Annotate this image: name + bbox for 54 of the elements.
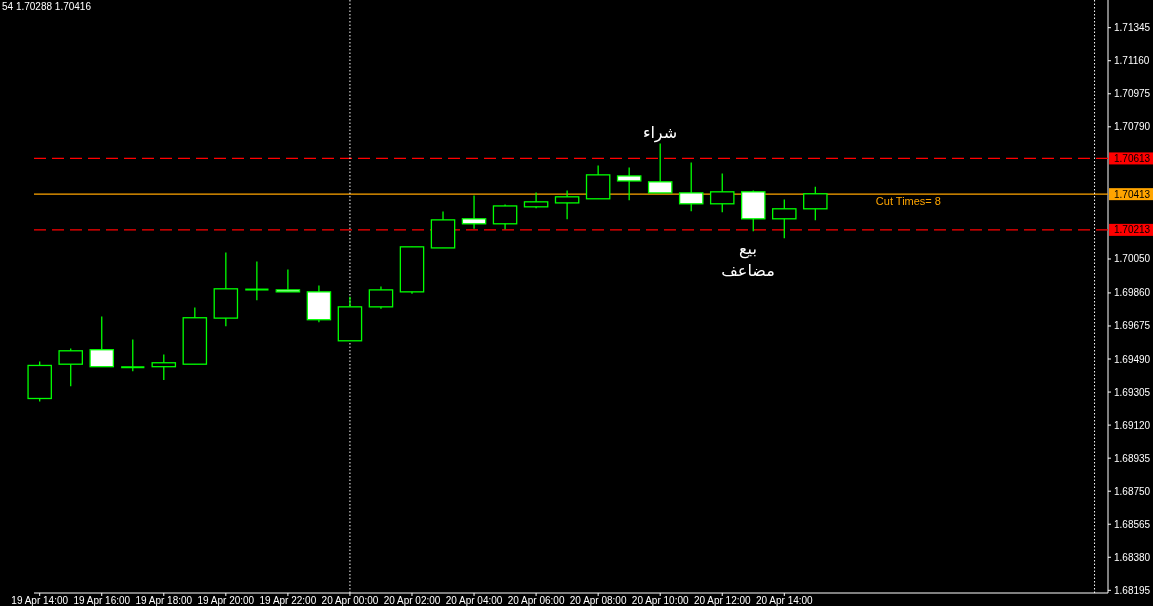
x-tick-label: 19 Apr 16:00: [73, 595, 131, 606]
candlestick: [585, 164, 611, 200]
y-tick-label: 1.70790: [1114, 121, 1151, 133]
y-tick-label: 1.71160: [1114, 55, 1150, 67]
x-tick-label: 20 Apr 10:00: [631, 595, 689, 606]
y-tick-label: 1.70050: [1114, 253, 1151, 265]
candlestick: [368, 285, 394, 310]
x-tick-label: 19 Apr 18:00: [135, 595, 193, 606]
y-tick-label: 1.69490: [1114, 353, 1151, 365]
candlestick: [523, 191, 549, 209]
x-tick-label: 20 Apr 00:00: [321, 595, 379, 606]
ref-line-label: 1.70413: [1114, 188, 1151, 200]
ref-line-label: 1.70613: [1114, 152, 1151, 164]
candlestick: [244, 260, 270, 301]
x-tick-label: 20 Apr 06:00: [507, 595, 565, 606]
y-tick-label: 1.69675: [1114, 320, 1151, 332]
candlestick: [275, 268, 301, 293]
y-tick-label: 1.68935: [1114, 452, 1151, 464]
x-tick-label: 20 Apr 08:00: [569, 595, 627, 606]
y-tick-label: 1.68195: [1114, 584, 1151, 596]
annotation: 54 1.70288 1.70416: [2, 1, 92, 12]
candlestick: [709, 172, 735, 213]
x-tick-label: 20 Apr 14:00: [755, 595, 814, 606]
candlestick: [647, 142, 673, 194]
annotation: مضاعف: [721, 261, 775, 280]
candlestick: [120, 338, 146, 372]
candlestick: [803, 186, 828, 221]
x-tick-label: 19 Apr 20:00: [197, 595, 255, 606]
y-tick-label: 1.68750: [1114, 485, 1151, 497]
candlestick: [89, 315, 115, 368]
candlestick: [492, 203, 518, 230]
annotation: Cut Times= 8: [875, 195, 941, 208]
candlestick: [616, 166, 642, 201]
ref-line-label: 1.70213: [1114, 224, 1151, 236]
x-tick-label: 20 Apr 12:00: [693, 595, 752, 606]
candlestick: [461, 194, 487, 230]
candlestick: [772, 198, 797, 239]
x-tick-label: 20 Apr 04:00: [445, 595, 503, 606]
y-tick-label: 1.70975: [1114, 88, 1151, 100]
candlestick: [151, 353, 177, 381]
x-tick-label: 20 Apr 02:00: [383, 595, 441, 606]
annotation: بيع: [739, 239, 757, 259]
candlestick: [58, 347, 83, 387]
y-tick-label: 1.69860: [1114, 287, 1151, 299]
annotation: شراء: [642, 123, 678, 143]
y-tick-label: 1.68380: [1114, 551, 1151, 563]
y-tick-label: 1.68565: [1114, 518, 1151, 530]
y-tick-label: 1.69305: [1114, 386, 1151, 398]
candlestick: [554, 189, 580, 220]
y-tick-label: 1.69120: [1114, 419, 1151, 431]
x-tick-label: 19 Apr 22:00: [259, 595, 317, 606]
x-tick-label: 19 Apr 14:00: [11, 595, 69, 606]
y-tick-label: 1.71345: [1114, 22, 1151, 34]
candlestick: [678, 161, 704, 212]
